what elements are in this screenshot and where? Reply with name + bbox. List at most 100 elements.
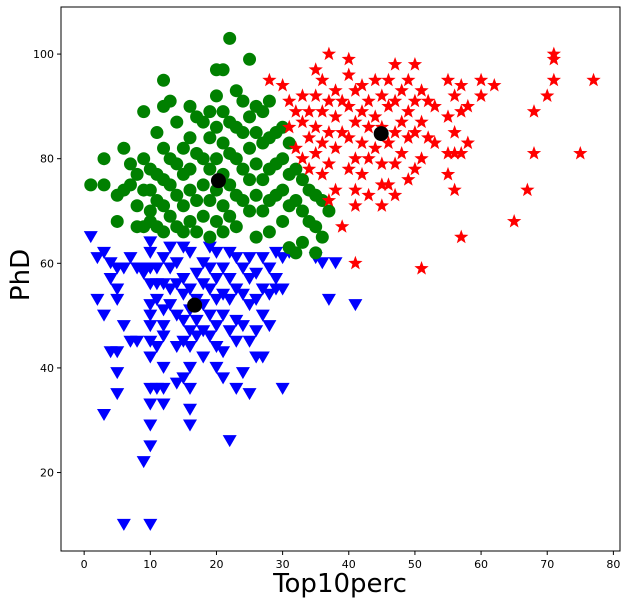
circle-point: [223, 209, 237, 223]
star-point: [308, 145, 323, 160]
star-point: [341, 51, 356, 66]
circle-point: [196, 209, 210, 223]
circle-point: [249, 157, 263, 171]
circle-point: [163, 94, 177, 108]
circle-point: [123, 178, 137, 192]
triangle-point: [183, 246, 197, 259]
star-point: [381, 98, 396, 113]
centroid-point: [373, 126, 389, 142]
triangle-point: [176, 314, 191, 327]
circle-point: [276, 214, 290, 228]
triangle-point: [110, 283, 125, 296]
star-point: [335, 125, 350, 139]
triangle-point: [315, 257, 330, 270]
triangle-point: [183, 382, 197, 395]
star-point: [341, 161, 356, 176]
circle-point: [216, 225, 230, 239]
x-tick-label: 60: [474, 558, 488, 571]
circle-point: [130, 167, 144, 181]
circle-point: [256, 173, 270, 187]
circle-point: [289, 162, 303, 176]
triangle-point: [328, 257, 343, 270]
y-tick-label: 80: [40, 153, 54, 166]
triangle-point: [136, 456, 151, 469]
triangle-point: [209, 293, 224, 306]
star-point: [301, 130, 317, 144]
star-point: [440, 166, 456, 181]
triangle-point: [249, 293, 264, 306]
star-point: [328, 109, 343, 123]
circle-point: [170, 157, 184, 171]
triangle-point: [209, 273, 224, 285]
triangle-point: [269, 273, 283, 285]
circle-point: [143, 183, 157, 197]
star-point: [447, 182, 462, 197]
star-point: [374, 88, 389, 102]
star-point: [526, 104, 542, 118]
x-tick-label: 30: [276, 558, 290, 571]
star-point: [387, 93, 403, 108]
star-point: [427, 98, 442, 113]
star-point: [407, 93, 423, 108]
star-point: [401, 172, 416, 186]
star-point: [315, 104, 330, 118]
circle-point: [249, 188, 263, 202]
triangle-point: [130, 335, 145, 348]
triangle-point: [229, 382, 244, 395]
star-point: [440, 145, 456, 160]
star-point: [381, 177, 396, 191]
circle-point: [216, 199, 230, 213]
star-point: [361, 151, 376, 165]
star-point: [321, 156, 337, 170]
circle-point: [236, 94, 250, 108]
circle-point: [84, 178, 98, 192]
circle-point: [256, 105, 270, 119]
star-point: [341, 130, 356, 144]
circle-point: [183, 162, 197, 176]
x-tick-label: 50: [408, 558, 422, 571]
star-point: [460, 98, 475, 113]
star-point: [308, 62, 323, 76]
triangle-point: [216, 288, 231, 301]
triangle-point: [216, 372, 231, 385]
circle-point: [322, 204, 336, 218]
triangle-point: [169, 309, 184, 322]
star-point: [540, 88, 555, 102]
star-point: [262, 72, 277, 87]
circle-point: [243, 141, 257, 155]
circle-point: [110, 214, 124, 228]
circle-point: [209, 214, 223, 228]
triangle-point: [249, 267, 264, 280]
star-point: [546, 72, 561, 87]
circle-point: [243, 173, 257, 187]
star-point: [507, 213, 522, 228]
circle-point: [243, 110, 257, 124]
circle-point: [137, 105, 151, 119]
triangle-point: [183, 341, 197, 353]
x-axis-label: Top10perc: [272, 569, 407, 599]
triangle-point: [143, 309, 158, 322]
triangle-point: [202, 309, 217, 322]
triangle-point: [235, 262, 250, 275]
triangle-point: [242, 388, 257, 401]
star-point: [440, 72, 456, 87]
triangle-point: [123, 252, 138, 265]
triangle-point: [110, 293, 125, 306]
star-point: [335, 93, 350, 108]
circle-point: [176, 141, 190, 155]
star-point: [460, 135, 475, 150]
star-point: [520, 182, 535, 197]
triangle-point: [183, 419, 197, 432]
circle-point: [130, 199, 144, 213]
star-point: [368, 109, 383, 123]
x-axis: 0 10 20 30 40 50 60 70 80: [81, 551, 620, 571]
triangle-point: [255, 351, 270, 364]
triangle-point: [202, 330, 217, 343]
triangle-point: [216, 262, 231, 275]
triangle-point: [321, 293, 336, 306]
star-point: [328, 83, 343, 97]
star-point: [401, 130, 416, 144]
triangle-point: [262, 288, 277, 301]
circle-point: [216, 63, 230, 77]
triangle-point: [90, 293, 105, 306]
